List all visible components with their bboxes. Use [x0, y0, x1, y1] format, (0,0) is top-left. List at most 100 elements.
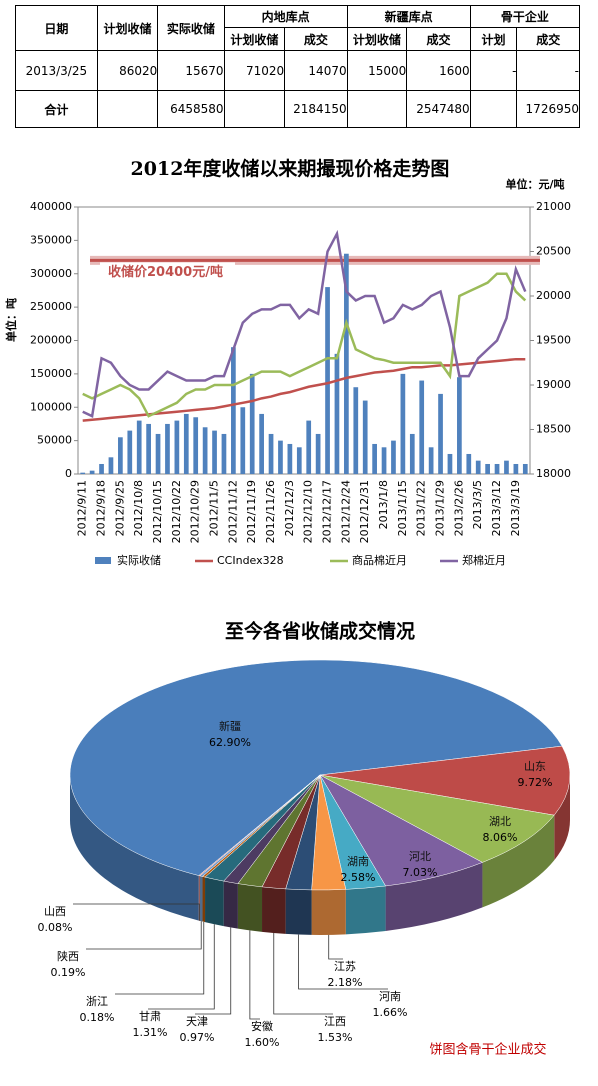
table-cell: 2013/3/25 — [15, 50, 98, 91]
x-tick-label: 2012/11/12 — [226, 480, 239, 543]
slice-name: 天津 — [186, 1015, 208, 1028]
table-cell: 15670 — [157, 50, 225, 91]
y-tick-label: 350000 — [30, 233, 72, 246]
slice-name: 甘肃 — [139, 1010, 161, 1023]
leader-line — [273, 933, 333, 1015]
slice-side — [202, 876, 206, 923]
bar — [522, 463, 528, 474]
bar — [127, 430, 133, 474]
slice-value: 0.97% — [180, 1031, 215, 1044]
bar — [287, 443, 293, 474]
storage-table: 日期 计划收储 实际收储 内地库点 新疆库点 骨干企业 计划收储 成交 计划收储 成交 计划 成交 … — [15, 5, 581, 128]
bar — [325, 287, 330, 474]
bar — [353, 387, 359, 474]
leader-line — [249, 930, 260, 1020]
legend-label: CCIndex328 — [217, 554, 284, 567]
slice-name: 河北 — [409, 850, 431, 863]
slice-side — [385, 862, 483, 931]
y2-tick-label: 18500 — [536, 423, 571, 436]
slice-side — [70, 775, 199, 921]
slice-side — [285, 888, 312, 935]
bar — [372, 443, 377, 474]
x-tick-label: 2012/11/19 — [245, 480, 258, 543]
bar — [136, 420, 142, 474]
y2-tick-label: 19500 — [536, 334, 571, 347]
bar — [513, 463, 519, 474]
bar — [174, 420, 180, 474]
slice-side — [205, 877, 224, 927]
header-cell: 计划收储 — [223, 27, 286, 51]
bar — [249, 373, 255, 474]
x-tick-label: 2012/10/29 — [189, 480, 202, 543]
bar — [278, 440, 283, 474]
table-cell: 2184150 — [284, 90, 348, 128]
y2-tick-label: 20500 — [536, 245, 571, 258]
slice-value: 1.31% — [133, 1026, 168, 1039]
bar — [202, 427, 208, 474]
y-tick-label: 0 — [65, 467, 72, 480]
slice-name: 湖北 — [489, 815, 511, 828]
table-cell: 14070 — [284, 50, 348, 91]
bar — [400, 373, 406, 474]
bar — [447, 453, 453, 474]
slice-value: 1.53% — [318, 1031, 353, 1044]
slice-side — [554, 775, 570, 861]
reference-label-bg — [100, 262, 235, 281]
slice-side — [262, 886, 286, 934]
legend-label: 商品棉近月 — [352, 553, 407, 567]
x-tick-label: 2012/12/31 — [358, 480, 371, 543]
legend-swatch — [95, 557, 111, 564]
table-cell: 6458580 — [157, 90, 225, 128]
slice — [319, 745, 571, 816]
slice-side — [237, 883, 263, 932]
table-cell: 2547480 — [406, 90, 471, 128]
leader-line — [86, 921, 202, 950]
slice-side — [345, 885, 386, 935]
table-cell — [96, 90, 159, 128]
bar — [306, 420, 312, 474]
bar — [475, 460, 481, 474]
slice-side — [223, 881, 238, 929]
bar — [334, 353, 340, 474]
slice-name: 江西 — [324, 1015, 346, 1028]
x-tick-label: 2012/9/11 — [76, 480, 89, 536]
bar — [193, 417, 199, 474]
slice-side — [482, 815, 555, 908]
x-tick-label: 2013/1/29 — [434, 480, 447, 536]
line-series — [82, 272, 527, 418]
table-cell: 合计 — [15, 90, 98, 128]
x-tick-label: 2012/12/10 — [302, 480, 315, 543]
slice-name: 江苏 — [334, 960, 356, 973]
x-tick-label: 2013/2/26 — [452, 480, 465, 536]
pie-note: 饼图含骨干企业成交 — [429, 1042, 546, 1058]
header-cell: 计划 — [469, 27, 518, 51]
slice — [319, 774, 555, 863]
slice-value: 0.08% — [38, 921, 73, 934]
slice-value: 1.60% — [245, 1036, 280, 1049]
header-cell: 内地库点 — [223, 5, 348, 28]
x-tick-label: 2013/3/5 — [471, 480, 484, 529]
slice — [69, 659, 563, 876]
bar — [212, 430, 217, 474]
bar — [409, 433, 415, 474]
y-tick-label: 150000 — [30, 367, 72, 380]
slice-value: 2.58% — [341, 871, 376, 884]
line-series — [82, 229, 527, 418]
bar — [231, 347, 236, 474]
table-cell — [346, 90, 408, 128]
bar — [362, 400, 368, 474]
slice-value: 62.90% — [209, 736, 251, 749]
plot-area — [77, 206, 531, 475]
bar — [494, 463, 500, 474]
y2-tick-label: 21000 — [536, 200, 571, 213]
slice-value: 0.19% — [51, 966, 86, 979]
x-tick-label: 2012/9/18 — [95, 480, 108, 536]
x-tick-label: 2013/1/8 — [377, 480, 390, 529]
slice-name: 新疆 — [219, 719, 241, 733]
slice-name: 山西 — [44, 905, 66, 918]
bar — [315, 433, 321, 474]
bar — [438, 393, 443, 474]
x-tick-label: 2013/3/19 — [509, 480, 522, 536]
header-cell: 成交 — [406, 27, 471, 51]
